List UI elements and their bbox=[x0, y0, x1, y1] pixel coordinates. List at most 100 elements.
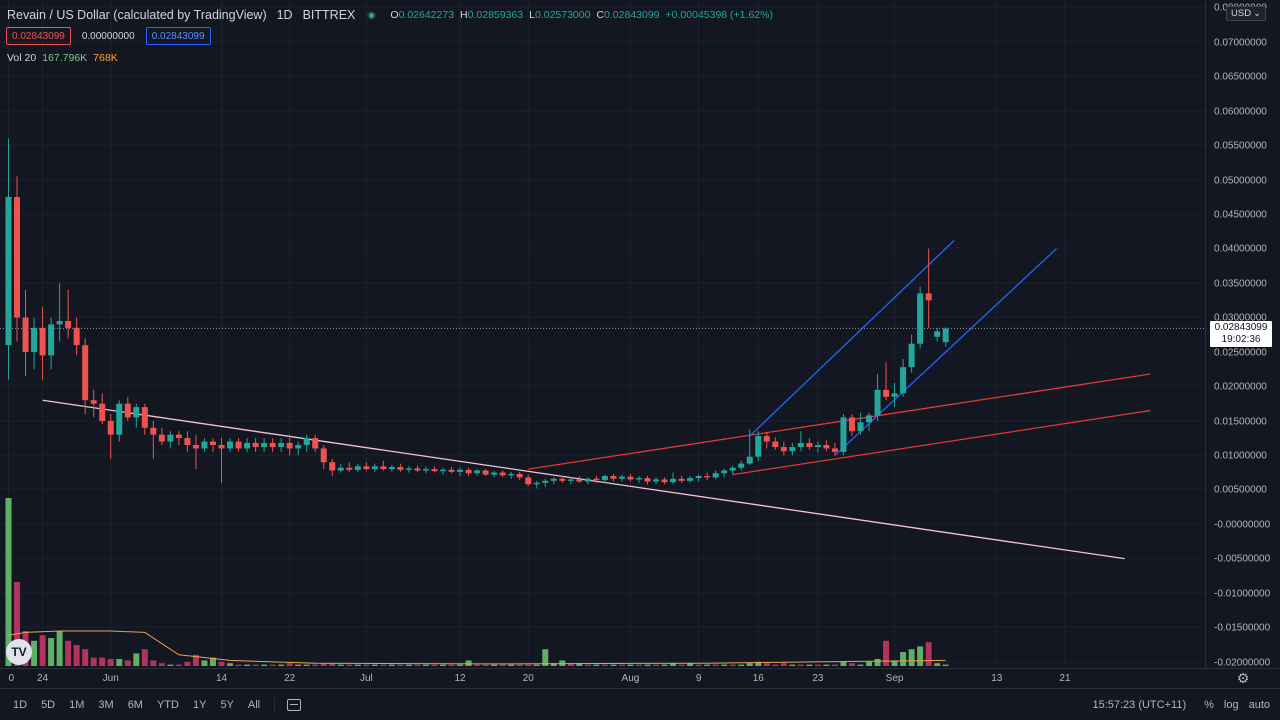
candle[interactable] bbox=[82, 338, 89, 414]
candle[interactable] bbox=[48, 317, 55, 370]
auto-toggle[interactable]: auto bbox=[1248, 698, 1270, 711]
candle[interactable] bbox=[124, 396, 131, 421]
candle[interactable] bbox=[380, 460, 387, 471]
calendar-range-icon[interactable] bbox=[287, 698, 302, 711]
candle[interactable] bbox=[141, 403, 148, 435]
clock[interactable]: 15:57:23 (UTC+11) bbox=[1092, 698, 1187, 711]
candle[interactable] bbox=[150, 420, 157, 459]
range-button-5y[interactable]: 5Y bbox=[220, 698, 234, 711]
candle[interactable] bbox=[448, 467, 455, 474]
candle[interactable] bbox=[542, 478, 549, 488]
candle[interactable] bbox=[848, 414, 855, 437]
candle[interactable] bbox=[508, 471, 515, 479]
candle[interactable] bbox=[917, 286, 924, 349]
candle[interactable] bbox=[440, 467, 447, 475]
candle[interactable] bbox=[329, 458, 336, 476]
range-button-ytd[interactable]: YTD bbox=[156, 698, 179, 711]
range-button-6m[interactable]: 6M bbox=[127, 698, 143, 711]
candle[interactable] bbox=[678, 476, 685, 483]
candle[interactable] bbox=[337, 463, 344, 473]
candle[interactable] bbox=[516, 471, 523, 481]
percent-toggle[interactable]: % bbox=[1204, 698, 1214, 711]
candle[interactable] bbox=[354, 463, 361, 472]
candle[interactable] bbox=[422, 466, 429, 474]
candle[interactable] bbox=[755, 431, 762, 461]
time-axis[interactable]: 0 24 Jun 14 22 Jul 12 20 Aug 9 16 23 Sep 13 21 bbox=[9, 673, 1071, 684]
range-button-1m[interactable]: 1M bbox=[69, 698, 85, 711]
candle[interactable] bbox=[371, 463, 378, 472]
candles[interactable] bbox=[5, 138, 949, 489]
candle[interactable] bbox=[814, 441, 821, 453]
candle[interactable] bbox=[840, 414, 847, 456]
candle[interactable] bbox=[320, 445, 327, 470]
candle[interactable] bbox=[891, 383, 898, 408]
range-button-5d[interactable]: 5D bbox=[41, 698, 56, 711]
candle[interactable] bbox=[763, 431, 770, 449]
candle[interactable] bbox=[704, 472, 711, 481]
sell-price-button[interactable]: 0.02843099 bbox=[6, 27, 71, 45]
candle[interactable] bbox=[235, 438, 242, 452]
candle[interactable] bbox=[107, 414, 114, 459]
candle[interactable] bbox=[857, 412, 864, 435]
candle[interactable] bbox=[559, 476, 566, 483]
candle[interactable] bbox=[5, 138, 12, 380]
candle[interactable] bbox=[405, 466, 412, 473]
candle[interactable] bbox=[593, 476, 600, 483]
candle[interactable] bbox=[167, 431, 174, 449]
candle[interactable] bbox=[474, 469, 481, 476]
volume-legend[interactable]: Vol 20 167.796K 768K bbox=[7, 52, 118, 64]
candle[interactable] bbox=[14, 176, 21, 342]
candle[interactable] bbox=[218, 438, 225, 483]
candle[interactable] bbox=[491, 470, 498, 478]
candle[interactable] bbox=[499, 470, 506, 478]
candle[interactable] bbox=[610, 473, 617, 482]
candle[interactable] bbox=[780, 441, 787, 456]
buy-price-button[interactable]: 0.02843099 bbox=[145, 27, 211, 45]
trendline[interactable] bbox=[42, 399, 1125, 560]
candle[interactable] bbox=[661, 477, 668, 485]
candle[interactable] bbox=[721, 469, 728, 478]
candle[interactable] bbox=[192, 434, 199, 470]
candle[interactable] bbox=[627, 473, 634, 482]
candle[interactable] bbox=[99, 393, 106, 425]
trendlines[interactable] bbox=[0, 239, 1205, 560]
candle[interactable] bbox=[261, 438, 268, 452]
range-button-1d[interactable]: 1D bbox=[13, 698, 28, 711]
candle[interactable] bbox=[397, 463, 404, 472]
market-status-icon[interactable] bbox=[367, 10, 377, 20]
candle[interactable] bbox=[576, 476, 583, 483]
candle[interactable] bbox=[550, 477, 557, 485]
candle[interactable] bbox=[201, 438, 208, 452]
candle[interactable] bbox=[883, 362, 890, 401]
range-button-3m[interactable]: 3M bbox=[98, 698, 114, 711]
range-button-1y[interactable]: 1Y bbox=[192, 698, 207, 711]
candle[interactable] bbox=[175, 431, 182, 445]
candle[interactable] bbox=[874, 374, 881, 421]
candle[interactable] bbox=[866, 412, 873, 432]
candle[interactable] bbox=[227, 438, 234, 452]
candle[interactable] bbox=[133, 403, 140, 428]
candle[interactable] bbox=[908, 334, 915, 373]
candle[interactable] bbox=[806, 438, 813, 450]
candle[interactable] bbox=[567, 477, 574, 485]
candle[interactable] bbox=[670, 472, 677, 485]
candle[interactable] bbox=[295, 441, 302, 456]
currency-selector[interactable]: USD ⌄ bbox=[1226, 6, 1267, 21]
interval-label[interactable]: 1D bbox=[276, 8, 293, 22]
candle[interactable] bbox=[346, 462, 353, 472]
candle[interactable] bbox=[653, 477, 660, 485]
candle[interactable] bbox=[457, 467, 464, 476]
candle[interactable] bbox=[797, 431, 804, 452]
candle[interactable] bbox=[303, 434, 310, 452]
candle[interactable] bbox=[209, 438, 216, 452]
candle[interactable] bbox=[584, 477, 591, 485]
candle[interactable] bbox=[65, 290, 72, 339]
candle[interactable] bbox=[431, 466, 438, 473]
price-axis[interactable]: 0.080000000.070000000.065000000.06000000… bbox=[1214, 3, 1271, 669]
candle[interactable] bbox=[729, 465, 736, 475]
candle[interactable] bbox=[942, 327, 949, 347]
candle[interactable] bbox=[618, 474, 625, 482]
candle[interactable] bbox=[388, 464, 395, 472]
candle[interactable] bbox=[712, 470, 719, 480]
